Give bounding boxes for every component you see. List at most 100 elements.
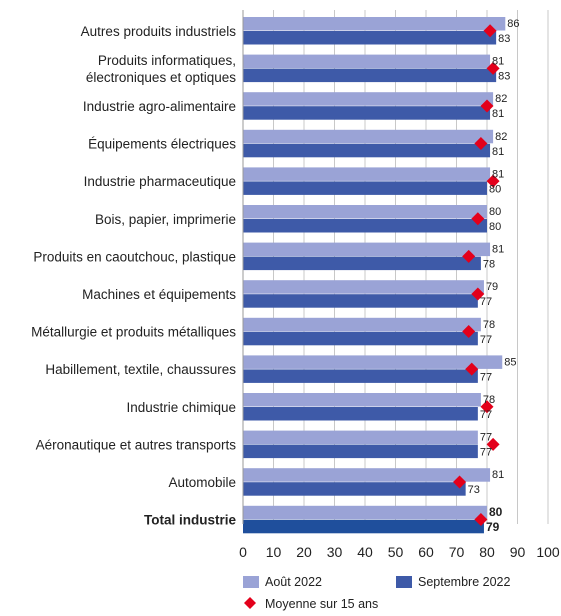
x-tick-label: 100 [536,544,560,560]
category-label: Habillement, textile, chaussures [45,362,236,377]
legend-label-moyenne-15-ans: Moyenne sur 15 ans [265,597,378,611]
marker-moyenne-15-ans [486,437,500,451]
bar-aout-2022 [243,280,484,294]
bar-aout-2022 [243,92,494,106]
value-label-aout-2022: 80 [489,505,503,519]
category-label: Produits informatiques, [98,53,236,68]
category-label: Industrie agro-alimentaire [83,99,236,114]
value-label-septembre-2022: 73 [468,484,480,496]
marker-moyenne-15-ans [486,174,500,188]
x-tick-label: 0 [239,544,247,560]
marker-moyenne-15-ans [471,287,485,301]
bar-septembre-2022 [243,181,487,195]
value-label-septembre-2022: 77 [480,371,492,383]
value-label-septembre-2022: 81 [492,146,504,158]
bars [243,17,506,534]
legend-swatch-septembre-2022 [396,576,412,588]
x-tick-label: 90 [510,544,526,560]
value-label-septembre-2022: 77 [480,409,492,421]
value-label-septembre-2022: 79 [486,520,500,534]
value-label-septembre-2022: 83 [498,33,510,45]
value-label-septembre-2022: 81 [492,108,504,120]
value-label-aout-2022: 86 [507,18,519,30]
value-label-aout-2022: 80 [489,206,501,218]
marker-moyenne-15-ans [480,99,494,113]
legend-label-aout-2022: Août 2022 [265,575,322,589]
category-label: Bois, papier, imprimerie [95,212,236,227]
x-tick-label: 80 [479,544,495,560]
legend: Août 2022 Septembre 2022 Moyenne sur 15 an… [243,575,510,611]
bar-aout-2022 [243,205,487,219]
bar-aout-2022 [243,129,494,144]
bar-septembre-2022 [243,294,478,308]
bar-septembre-2022 [243,68,497,83]
category-label: électroniques et optiques [86,70,236,85]
average-markers [453,24,500,527]
marker-moyenne-15-ans [453,475,467,489]
value-label-aout-2022: 81 [492,168,504,180]
legend-swatch-aout-2022 [243,576,259,588]
value-label-aout-2022: 81 [492,56,504,68]
bar-aout-2022 [243,393,481,407]
bar-septembre-2022 [243,482,466,496]
category-label: Équipements électriques [88,137,236,152]
value-label-septembre-2022: 80 [489,183,501,195]
category-label: Autres produits industriels [81,24,237,39]
value-label-aout-2022: 81 [492,244,504,256]
category-label: Machines et équipements [82,287,236,302]
category-label: Produits en caoutchouc, plastique [33,249,236,264]
x-tick-label: 60 [418,544,434,560]
x-tick-label: 30 [327,544,343,560]
bar-aout-2022 [243,355,503,369]
bar-aout-2022 [243,468,491,482]
bar-aout-2022 [243,54,491,69]
marker-moyenne-15-ans [474,137,488,151]
value-label-septembre-2022: 77 [480,296,492,308]
bar-septembre-2022 [243,331,478,346]
bar-septembre-2022 [243,407,478,421]
bar-septembre-2022 [243,519,484,534]
bar-aout-2022 [243,17,506,31]
value-labels: 86 83 81 83 82 81 82 81 81 80 80 80 81 78 79 77 78 77 85 77… [468,18,520,534]
value-label-aout-2022: 79 [486,281,498,293]
category-label: Automobile [168,475,236,490]
category-label: Aéronautique et autres transports [36,437,237,452]
x-tick-label: 10 [266,544,282,560]
x-tick-label: 70 [449,544,465,560]
bar-septembre-2022 [243,444,478,459]
category-label: Total industrie [144,513,236,528]
legend-marker-moyenne-15-ans [244,597,256,609]
value-label-septembre-2022: 77 [480,447,492,459]
value-label-aout-2022: 81 [492,469,504,481]
legend-label-septembre-2022: Septembre 2022 [418,575,510,589]
bar-aout-2022 [243,317,481,332]
bar-septembre-2022 [243,106,491,120]
bar-aout-2022 [243,430,478,445]
category-label: Métallurgie et produits métalliques [31,325,236,340]
bar-septembre-2022 [243,219,487,233]
value-label-aout-2022: 85 [504,356,516,368]
marker-moyenne-15-ans [486,61,500,75]
marker-moyenne-15-ans [480,400,494,414]
marker-moyenne-15-ans [465,362,479,376]
bar-septembre-2022 [243,369,478,383]
value-label-aout-2022: 82 [495,131,507,143]
value-label-septembre-2022: 83 [498,71,510,83]
x-tick-label: 20 [296,544,312,560]
bar-aout-2022 [243,242,491,257]
x-tick-label: 50 [388,544,404,560]
value-label-aout-2022: 77 [480,432,492,444]
value-label-aout-2022: 78 [483,319,495,331]
marker-moyenne-15-ans [471,212,485,226]
marker-moyenne-15-ans [462,249,476,263]
value-label-aout-2022: 78 [483,394,495,406]
value-label-aout-2022: 82 [495,93,507,105]
category-label: Industrie pharmaceutique [84,174,236,189]
bar-septembre-2022 [243,31,497,45]
x-axis: 0 10 20 30 40 50 60 70 80 90 100 [239,10,560,560]
value-label-septembre-2022: 80 [489,221,501,233]
bar-septembre-2022 [243,143,491,158]
bar-aout-2022 [243,167,491,181]
value-label-septembre-2022: 77 [480,334,492,346]
